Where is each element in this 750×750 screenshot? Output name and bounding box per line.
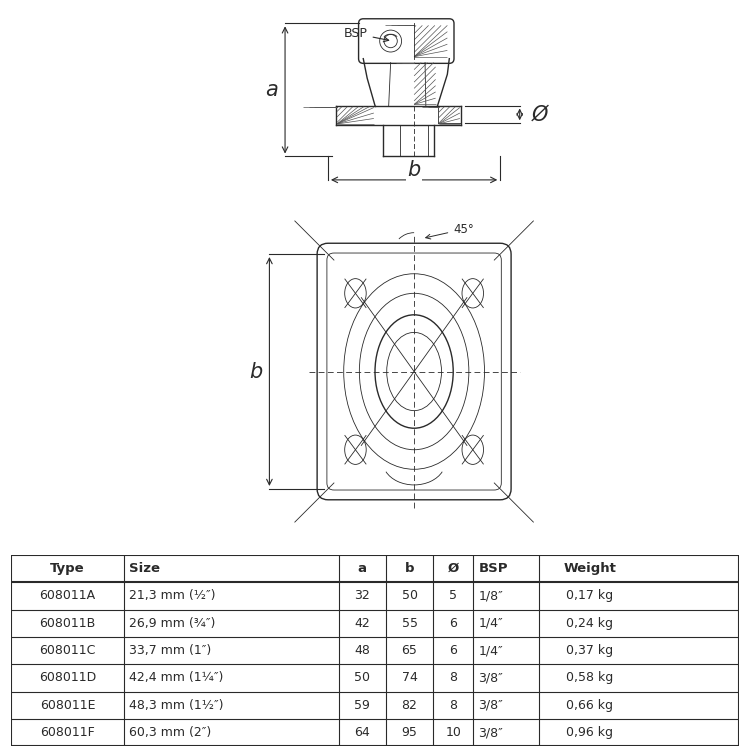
Text: b: b xyxy=(249,362,262,382)
Text: 608011E: 608011E xyxy=(40,699,95,712)
Text: 1/8″: 1/8″ xyxy=(478,590,503,602)
Text: 32: 32 xyxy=(355,590,370,602)
Text: 74: 74 xyxy=(401,671,418,685)
Text: 48,3 mm (1½″): 48,3 mm (1½″) xyxy=(129,699,224,712)
Text: 8: 8 xyxy=(449,671,458,685)
Text: Ø: Ø xyxy=(448,562,459,575)
Text: 0,96 kg: 0,96 kg xyxy=(566,726,613,739)
Text: 26,9 mm (¾″): 26,9 mm (¾″) xyxy=(129,616,215,630)
Text: 65: 65 xyxy=(401,644,418,657)
Text: 608011C: 608011C xyxy=(40,644,96,657)
Text: 95: 95 xyxy=(401,726,418,739)
Text: 48: 48 xyxy=(354,644,370,657)
Text: Size: Size xyxy=(129,562,160,575)
Text: BSP: BSP xyxy=(478,562,508,575)
Text: 60,3 mm (2″): 60,3 mm (2″) xyxy=(129,726,212,739)
Text: 50: 50 xyxy=(354,671,370,685)
Text: 608011B: 608011B xyxy=(40,616,96,630)
Text: 3/8″: 3/8″ xyxy=(478,699,503,712)
Text: Weight: Weight xyxy=(563,562,616,575)
Text: 608011F: 608011F xyxy=(40,726,95,739)
Text: 82: 82 xyxy=(401,699,418,712)
Text: 50: 50 xyxy=(401,590,418,602)
Text: 1/4″: 1/4″ xyxy=(478,644,503,657)
Text: 0,24 kg: 0,24 kg xyxy=(566,616,613,630)
Text: BSP: BSP xyxy=(344,27,388,42)
Text: 59: 59 xyxy=(354,699,370,712)
Text: 45°: 45° xyxy=(426,223,474,239)
Text: 0,37 kg: 0,37 kg xyxy=(566,644,614,657)
Text: 1/4″: 1/4″ xyxy=(478,616,503,630)
Text: a: a xyxy=(358,562,367,575)
Text: 608011D: 608011D xyxy=(39,671,96,685)
Text: 6: 6 xyxy=(449,616,458,630)
Text: b: b xyxy=(407,160,421,180)
Text: 6: 6 xyxy=(449,644,458,657)
Text: Ø: Ø xyxy=(532,104,548,125)
Text: 8: 8 xyxy=(449,699,458,712)
Text: Type: Type xyxy=(50,562,85,575)
Text: a: a xyxy=(265,80,278,100)
Text: 0,58 kg: 0,58 kg xyxy=(566,671,614,685)
Text: 64: 64 xyxy=(355,726,370,739)
Text: 33,7 mm (1″): 33,7 mm (1″) xyxy=(129,644,212,657)
Text: 5: 5 xyxy=(449,590,458,602)
Text: 21,3 mm (½″): 21,3 mm (½″) xyxy=(129,590,215,602)
Text: 55: 55 xyxy=(401,616,418,630)
Text: 0,17 kg: 0,17 kg xyxy=(566,590,614,602)
Text: b: b xyxy=(405,562,414,575)
Text: 10: 10 xyxy=(446,726,461,739)
Text: 42: 42 xyxy=(355,616,370,630)
Text: 42,4 mm (1¼″): 42,4 mm (1¼″) xyxy=(129,671,224,685)
Text: 608011A: 608011A xyxy=(40,590,96,602)
Text: 3/8″: 3/8″ xyxy=(478,726,503,739)
Text: 3/8″: 3/8″ xyxy=(478,671,503,685)
Text: 0,66 kg: 0,66 kg xyxy=(566,699,613,712)
